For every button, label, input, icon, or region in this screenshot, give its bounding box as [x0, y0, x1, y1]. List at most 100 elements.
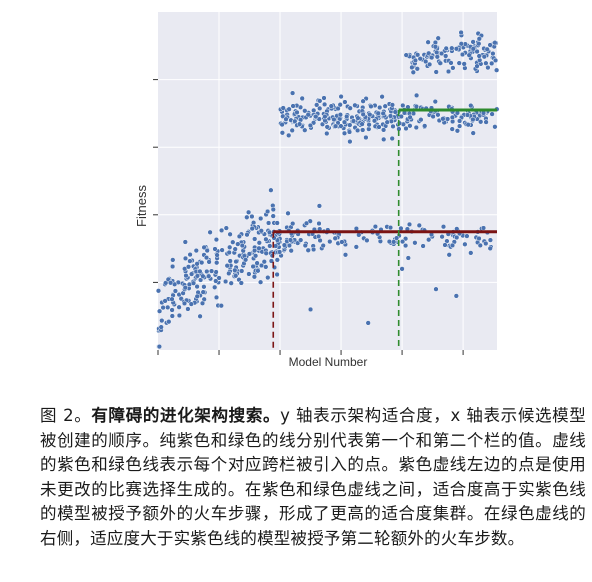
- data-point: [169, 296, 175, 302]
- data-point: [213, 294, 220, 301]
- data-point: [327, 238, 333, 245]
- data-point: [169, 307, 175, 313]
- data-point: [317, 105, 323, 112]
- data-point: [332, 123, 339, 129]
- data-point: [316, 220, 322, 227]
- data-point: [167, 280, 174, 286]
- data-point: [338, 93, 344, 100]
- data-point-outlier: [365, 320, 371, 326]
- data-point: [430, 113, 436, 120]
- data-point: [485, 64, 491, 71]
- data-point: [487, 42, 493, 48]
- data-point: [169, 263, 176, 270]
- data-point: [489, 111, 495, 117]
- data-point: [287, 237, 294, 243]
- data-point: [423, 58, 429, 65]
- data-point: [194, 293, 200, 300]
- scatter-chart: Fitness Model Number: [134, 12, 500, 369]
- data-point: [298, 237, 304, 243]
- data-point: [376, 124, 382, 130]
- data-point: [165, 304, 171, 311]
- data-point: [176, 312, 183, 319]
- data-point: [360, 111, 366, 118]
- data-point: [233, 273, 239, 279]
- data-point: [288, 248, 294, 254]
- data-point: [197, 313, 203, 319]
- data-point: [255, 268, 261, 274]
- grid-lines: [158, 12, 497, 350]
- data-point: [355, 115, 361, 121]
- data-point: [218, 303, 224, 309]
- data-point: [263, 236, 269, 242]
- data-point: [483, 119, 489, 125]
- data-point: [324, 124, 330, 130]
- data-point: [187, 258, 193, 264]
- data-point: [476, 36, 482, 42]
- data-point: [396, 120, 403, 126]
- data-point: [440, 224, 447, 230]
- data-point: [350, 118, 357, 124]
- data-point: [413, 92, 420, 99]
- data-point: [199, 259, 205, 266]
- data-point: [414, 66, 420, 72]
- data-point: [474, 48, 480, 55]
- data-point: [367, 111, 373, 118]
- data-point: [468, 102, 474, 109]
- data-point: [274, 257, 280, 263]
- data-point: [314, 102, 320, 108]
- data-point: [315, 233, 322, 240]
- data-point: [476, 235, 482, 242]
- data-point: [214, 252, 220, 258]
- data-point: [206, 259, 212, 265]
- data-point: [203, 254, 210, 261]
- figure-caption: 图 2。有障碍的进化架构搜索。y 轴表示架构适合度，x 轴表示候选模型被创建的顺…: [40, 404, 586, 551]
- data-point: [380, 110, 386, 117]
- data-point: [292, 118, 298, 124]
- data-point: [405, 255, 411, 261]
- data-point: [341, 130, 348, 136]
- data-point: [271, 235, 277, 241]
- data-point: [354, 127, 361, 134]
- data-point: [252, 253, 259, 259]
- data-point: [492, 57, 499, 64]
- data-point: [218, 227, 225, 234]
- data-point: [360, 98, 366, 104]
- data-point: [413, 103, 420, 110]
- data-point: [286, 132, 292, 139]
- data-point: [265, 220, 272, 226]
- data-point: [407, 114, 413, 120]
- data-point: [172, 288, 179, 294]
- data-point: [156, 343, 163, 350]
- data-point: [459, 51, 466, 58]
- data-point: [170, 257, 176, 263]
- data-point: [481, 54, 487, 60]
- data-point: [464, 233, 470, 239]
- data-point: [182, 285, 188, 291]
- data-point: [296, 121, 303, 127]
- data-point: [458, 29, 464, 36]
- data-point: [258, 215, 264, 222]
- data-point: [403, 52, 409, 58]
- data-point: [290, 220, 296, 227]
- data-point: [456, 60, 462, 66]
- data-point: [470, 130, 476, 136]
- data-point: [338, 123, 344, 129]
- caption-body: y 轴表示架构适合度，x 轴表示候选模型被创建的顺序。纯紫色和绿色的线分别代表第…: [40, 406, 586, 548]
- data-point: [188, 271, 195, 277]
- data-point: [420, 243, 426, 249]
- data-point: [236, 233, 243, 240]
- data-point: [267, 243, 273, 249]
- data-point: [216, 275, 222, 281]
- y-axis-label: Fitness: [134, 185, 149, 227]
- data-point: [206, 273, 212, 279]
- data-point: [261, 259, 267, 265]
- data-point: [289, 127, 295, 134]
- data-point: [487, 237, 494, 243]
- data-point: [155, 288, 162, 294]
- data-point: [337, 102, 343, 108]
- data-point: [470, 39, 476, 45]
- hurdle-lines: [272, 108, 497, 350]
- plot-area: [158, 12, 497, 350]
- data-point: [194, 283, 200, 290]
- data-point: [239, 268, 245, 274]
